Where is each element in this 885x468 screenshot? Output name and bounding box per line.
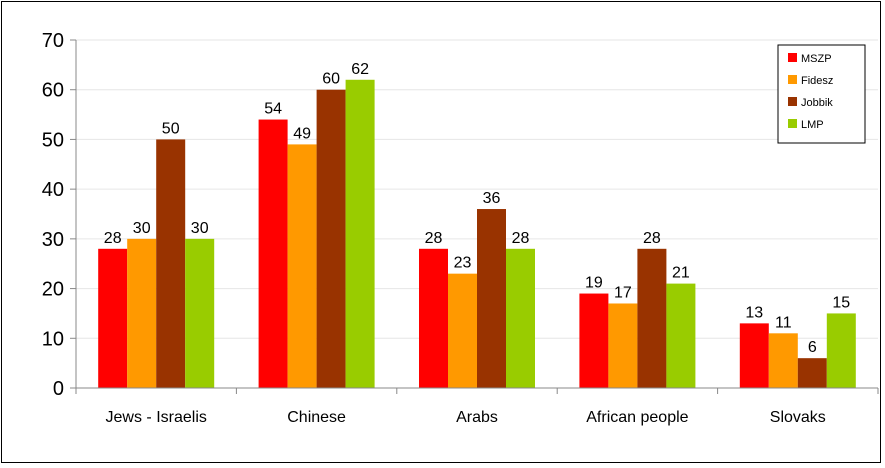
bar-lmp [826, 313, 856, 388]
y-tick-label: 40 [42, 179, 64, 201]
axes [70, 39, 879, 394]
bar-mszp [98, 248, 128, 388]
data-label: 54 [264, 101, 282, 118]
bar-fidesz [127, 238, 157, 388]
x-category-label: African people [586, 409, 688, 426]
bar-jobbik [637, 248, 667, 388]
data-label: 30 [133, 220, 151, 237]
y-tick-label: 10 [42, 328, 64, 350]
legend-swatch [788, 75, 797, 84]
data-label: 50 [162, 120, 180, 137]
bar-lmp [185, 238, 215, 388]
bar-jobbik [477, 209, 506, 388]
data-label: 62 [351, 61, 369, 78]
data-label: 28 [425, 230, 443, 247]
bar-jobbik [316, 89, 346, 388]
legend-swatch [788, 97, 797, 106]
data-labels: 28 30 50 30 54 49 60 62 28 23 36 28 19 17 28 21 13 11 6 15 [104, 61, 850, 356]
legend-swatch [788, 53, 797, 62]
legend-label: Jobbik [801, 97, 833, 109]
data-label: 17 [614, 284, 632, 301]
bar-lmp [506, 248, 535, 388]
data-label: 28 [643, 230, 661, 247]
bar-fidesz [608, 303, 638, 388]
data-label: 21 [672, 265, 690, 282]
y-tick-labels: 0 10 20 30 40 50 60 70 [42, 30, 64, 400]
x-category-label: Arabs [456, 409, 498, 426]
bar-mszp [419, 248, 448, 388]
legend-label: Fidesz [801, 75, 833, 87]
data-label: 15 [832, 294, 850, 311]
bar-mszp [258, 119, 288, 389]
y-tick-label: 60 [42, 80, 64, 102]
x-category-label: Jews - Israelis [106, 409, 207, 426]
y-tick-label: 70 [42, 30, 64, 52]
bar-fidesz [287, 144, 317, 388]
data-label: 19 [585, 275, 603, 292]
x-category-labels: Jews - Israelis Chinese Arabs African peopl… [106, 409, 826, 426]
legend-label: MSZP [801, 53, 832, 65]
data-label: 49 [293, 125, 311, 142]
legend: MSZP Fidesz Jobbik LMP [777, 44, 866, 144]
data-label: 60 [322, 71, 340, 88]
data-label: 36 [483, 190, 501, 207]
x-category-label: Slovaks [770, 409, 826, 426]
data-label: 28 [512, 230, 530, 247]
data-label: 23 [454, 255, 472, 272]
data-label: 30 [191, 220, 209, 237]
bar-lmp [666, 283, 696, 388]
bar-lmp [345, 79, 375, 389]
bars [98, 79, 856, 389]
data-label: 13 [745, 304, 763, 321]
data-label: 28 [104, 230, 122, 247]
bar-mszp [739, 323, 769, 388]
bar-mszp [579, 293, 609, 388]
x-category-label: Chinese [287, 409, 346, 426]
legend-label: LMP [801, 119, 824, 131]
y-tick-label: 50 [42, 129, 64, 151]
y-tick-label: 20 [42, 279, 64, 301]
y-tick-label: 0 [53, 378, 64, 400]
data-label: 11 [775, 314, 792, 331]
data-label: 6 [808, 339, 817, 356]
bar-fidesz [768, 333, 798, 388]
bar-fidesz [448, 273, 477, 388]
y-tick-label: 30 [42, 229, 64, 251]
bar-jobbik [156, 139, 186, 388]
bar-jobbik [797, 358, 827, 388]
legend-swatch [788, 119, 797, 128]
